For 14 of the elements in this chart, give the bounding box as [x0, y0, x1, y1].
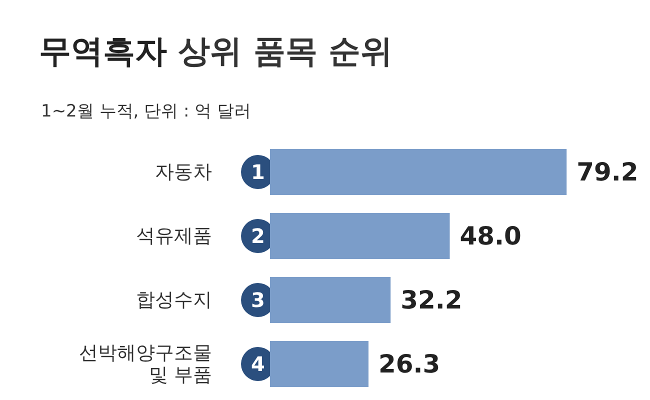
y-tick-label: 합성수지 [136, 289, 212, 311]
text: 4 [251, 352, 265, 376]
text: 1 [251, 160, 265, 184]
data-label: 79.2 [576, 158, 638, 186]
y-tick-label: 자동차 [155, 161, 212, 183]
text: 3 [251, 288, 265, 312]
chart-subtitle: 1~2월 누적, 단위 : 억 달러 [41, 102, 252, 122]
text: 2 [251, 224, 265, 248]
chart-title: 무역흑자 상위 품목 순위 [39, 32, 392, 70]
data-label: 32.2 [400, 286, 462, 314]
y-tick-label: 석유제품 [136, 225, 212, 247]
y-tick-label: 선박해양구조물 및 부품 [79, 342, 212, 386]
data-label: 26.3 [378, 350, 440, 378]
data-label: 48.0 [460, 222, 522, 250]
